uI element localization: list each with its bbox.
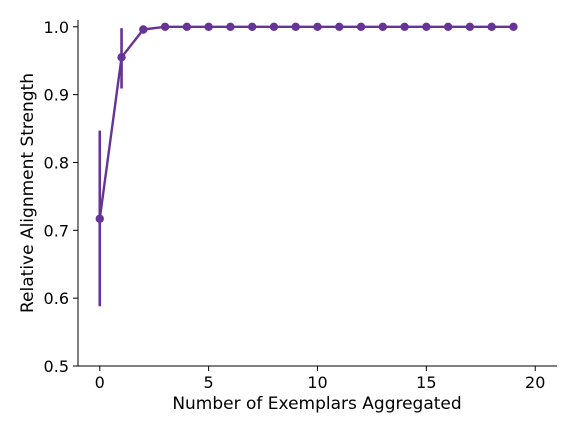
data-point <box>356 22 366 31</box>
data-point <box>160 22 170 31</box>
x-tick-label: 20 <box>525 373 545 392</box>
data-point <box>378 22 388 31</box>
x-tick-label: 15 <box>416 373 436 392</box>
x-tick-label: 10 <box>307 373 327 392</box>
data-point <box>204 22 213 31</box>
x-axis-label: Number of Exemplars Aggregated <box>172 394 461 414</box>
data-point <box>313 22 322 31</box>
data-point <box>139 25 148 34</box>
data-point <box>95 214 104 223</box>
axes: 0 5 10 15 20 0.5 0.6 0.7 0.8 0.9 1.0 <box>44 18 557 392</box>
y-tick-label: 0.6 <box>44 289 69 308</box>
data-point <box>509 22 518 31</box>
data-point <box>422 22 431 31</box>
x-tick-label: 0 <box>95 373 105 392</box>
y-tick-label: 1.0 <box>44 18 69 37</box>
data-point <box>117 53 126 62</box>
y-tick-label: 0.8 <box>44 153 69 172</box>
data-point <box>487 22 496 31</box>
data-point <box>291 22 300 31</box>
data-point <box>226 22 235 31</box>
data-point <box>400 22 409 31</box>
series-line <box>98 25 514 219</box>
data-point <box>247 22 257 31</box>
data-point <box>335 22 344 31</box>
data-point <box>269 22 279 31</box>
data-points <box>95 22 518 223</box>
data-point <box>182 22 192 31</box>
series-lines <box>98 25 514 219</box>
data-point <box>465 22 475 31</box>
y-tick-label: 0.5 <box>44 357 69 376</box>
x-tick-label: 5 <box>204 373 214 392</box>
y-axis-label: Relative Alignment Strength <box>18 73 38 313</box>
data-point <box>443 22 453 31</box>
y-tick-label: 0.7 <box>44 221 69 240</box>
y-tick-label: 0.9 <box>44 86 69 105</box>
